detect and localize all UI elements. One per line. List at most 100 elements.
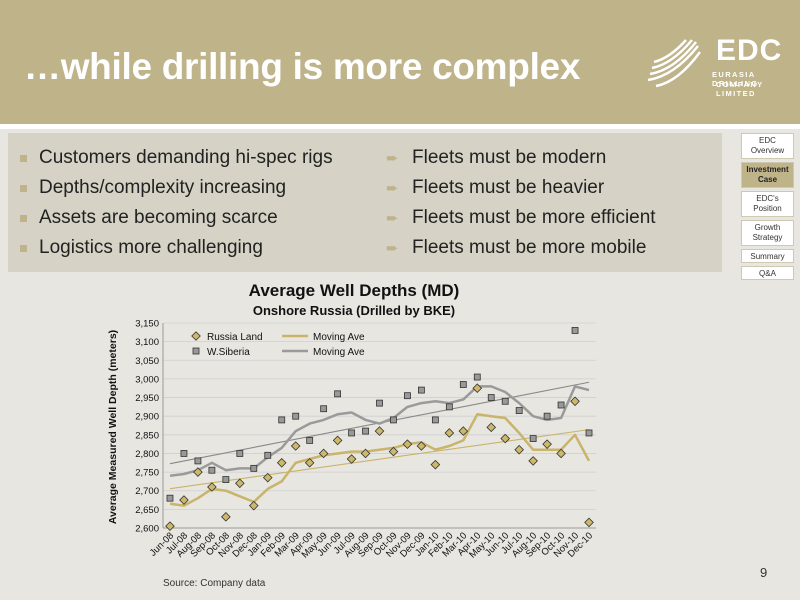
russia-land-point — [360, 448, 371, 459]
russia-land-point — [528, 456, 538, 466]
bullet-text: Fleets must be heavier — [412, 177, 605, 198]
wsib-point — [390, 416, 397, 424]
wsib-point — [166, 494, 174, 502]
nav-item-edc-overview[interactable]: EDC Overview — [741, 133, 794, 159]
wsib-point — [543, 412, 551, 420]
wsib-point — [571, 327, 579, 334]
nav-item-summary[interactable]: Summary — [741, 249, 794, 263]
nav-item-investment-case[interactable]: Investment Case — [741, 162, 794, 188]
russia-land-point — [235, 478, 245, 489]
bullet-item: ➨ Fleets must be heavier — [386, 173, 656, 203]
y-tick-label: 3,150 — [135, 319, 159, 330]
wsib-point — [529, 435, 537, 442]
y-tick-label: 3,100 — [135, 337, 159, 348]
wsib-point — [431, 416, 439, 424]
russia-land-point — [318, 448, 329, 459]
wsib-point — [222, 476, 230, 483]
russia-moving-average-line — [169, 413, 591, 507]
russia-land-point — [542, 439, 552, 449]
arrow-bullet-icon: ➨ — [386, 240, 399, 257]
wsib-point — [278, 416, 286, 424]
wsib-point — [250, 464, 258, 472]
russia-land-point — [584, 517, 594, 528]
bullet-item: ➨ Fleets must be more efficient — [386, 203, 656, 233]
russia-land-point — [444, 428, 455, 438]
russia-land-point — [472, 383, 483, 394]
wsib-point — [404, 392, 411, 400]
y-tick-label: 3,000 — [135, 374, 159, 385]
russia-land-point — [486, 422, 497, 433]
wsib-point — [264, 451, 272, 459]
logo-subtitle-1: EURASIA DRILLING — [712, 70, 759, 88]
wsib-point — [515, 407, 523, 414]
russia-land-point — [416, 441, 427, 451]
edc-logo: EDC EURASIA DRILLING COMPANY LIMITED — [640, 34, 800, 98]
y-tick-label: 2,950 — [135, 393, 159, 404]
nav-item-growth-strategy[interactable]: Growth Strategy — [741, 220, 794, 246]
x-tick-labels: Jun-08Jul-08Aug-08Sep-08Oct-08Nov-08Dec-… — [148, 530, 595, 560]
y-tick-label: 2,600 — [135, 524, 159, 535]
wsib-point — [376, 399, 383, 407]
wsib-point — [418, 386, 425, 394]
russia-land-point — [165, 521, 175, 531]
y-tick-label: 2,900 — [135, 412, 159, 423]
russia-land-point — [304, 457, 315, 468]
wsib-point — [487, 394, 495, 401]
y-tick-label: 2,750 — [135, 468, 159, 479]
wsib-point — [362, 427, 369, 435]
bullet-text: Assets are becoming scarce — [39, 207, 278, 228]
wsib-point — [208, 466, 216, 474]
bullet-text: Customers demanding hi-spec rigs — [39, 147, 333, 168]
legend-label-russia-ma: Moving Ave — [313, 332, 365, 343]
russia-land-point — [276, 457, 287, 468]
wsib-point — [445, 403, 453, 411]
y-tick-label: 2,850 — [135, 430, 159, 441]
source-note: Source: Company data — [163, 578, 266, 589]
y-tick-label: 3,050 — [135, 356, 159, 367]
y-tick-label: 2,700 — [135, 486, 159, 497]
russia-land-point — [332, 435, 343, 446]
wsib-point — [473, 373, 481, 381]
wsib-point — [236, 450, 244, 457]
wsib-point — [459, 381, 467, 388]
legend-label-wsib: W.Siberia — [207, 347, 250, 358]
russia-land-point — [262, 472, 273, 483]
nav-item-edcs-position[interactable]: EDC's Position — [741, 191, 794, 217]
logo-subtitle-2: COMPANY LIMITED — [716, 80, 764, 98]
russia-land-point — [207, 482, 217, 492]
wsib-point — [348, 429, 355, 437]
russia-land-point — [556, 448, 566, 459]
nav-item-qa[interactable]: Q&A — [741, 266, 794, 280]
wsib-point — [557, 401, 565, 409]
arrow-bullet-icon: ➨ — [386, 180, 399, 197]
bullet-item: Depths/complexity increasing — [12, 173, 333, 203]
bullet-text: Fleets must be modern — [412, 147, 607, 168]
bullet-text: Fleets must be more efficient — [412, 207, 656, 228]
square-bullet-icon — [20, 214, 27, 222]
chart-title: Average Well Depths (MD) — [249, 281, 460, 300]
chart-markers — [165, 327, 594, 531]
y-tick-label: 2,650 — [135, 505, 159, 516]
y-tick-labels: 2,600 2,650 2,700 2,750 2,800 2,850 2,900 2,950… — [135, 319, 159, 535]
russia-land-point — [430, 459, 441, 470]
chart-legend: Russia Land Moving Ave W.Siberia Moving … — [191, 331, 365, 358]
bullet-item: ➨ Fleets must be more mobile — [386, 233, 656, 263]
bullet-panel: Customers demanding hi-spec rigs Depths/… — [8, 133, 722, 272]
legend-swatch-wsib — [192, 347, 200, 355]
russia-land-point — [500, 433, 511, 444]
bullet-item: Customers demanding hi-spec rigs — [12, 143, 333, 173]
russia-land-point — [248, 500, 259, 511]
bullet-list-right: ➨ Fleets must be modern ➨ Fleets must be h… — [386, 143, 656, 263]
wsib-point — [501, 397, 509, 405]
bullet-text: Fleets must be more mobile — [412, 237, 647, 258]
russia-land-point — [388, 446, 399, 457]
wsib-point — [585, 429, 593, 437]
slide-title: …while drilling is more complex — [24, 46, 581, 87]
square-bullet-icon — [20, 244, 27, 252]
legend-swatch-russia-land — [191, 331, 201, 341]
logo-swoosh-icon — [647, 39, 702, 88]
square-bullet-icon — [20, 154, 27, 162]
wsib-point — [292, 412, 300, 420]
wsib-point — [320, 405, 328, 413]
bullet-item: ➨ Fleets must be modern — [386, 143, 656, 173]
